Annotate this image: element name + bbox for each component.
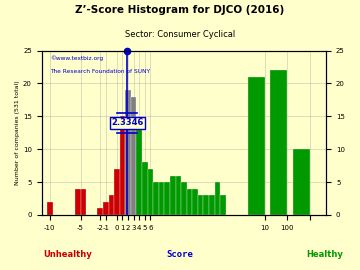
Bar (97, 208, 103, 215)
Text: Healthy: Healthy (306, 250, 343, 259)
Bar (159, 182, 165, 215)
Bar (136, 129, 142, 215)
Bar (187, 189, 192, 215)
Bar (108, 195, 114, 215)
Bar (75, 189, 81, 215)
Bar (148, 169, 153, 215)
Bar (103, 202, 108, 215)
Bar (153, 182, 159, 215)
Text: ©www.textbiz.org: ©www.textbiz.org (50, 55, 103, 61)
Bar (125, 90, 131, 215)
Text: Score: Score (167, 250, 193, 259)
Text: Z’-Score Histogram for DJCO (2016): Z’-Score Histogram for DJCO (2016) (75, 5, 285, 15)
Bar (120, 116, 125, 215)
Text: Unhealthy: Unhealthy (43, 250, 92, 259)
Bar (114, 169, 120, 215)
Bar (165, 182, 170, 215)
Bar (248, 77, 265, 215)
Text: The Research Foundation of SUNY: The Research Foundation of SUNY (50, 69, 150, 74)
Text: 2.3346: 2.3346 (111, 118, 143, 127)
Bar (270, 70, 287, 215)
Bar (131, 97, 136, 215)
Bar (220, 195, 226, 215)
Bar (293, 149, 310, 215)
Text: Sector: Consumer Cyclical: Sector: Consumer Cyclical (125, 30, 235, 39)
Bar (209, 195, 215, 215)
Bar (181, 182, 187, 215)
Y-axis label: Number of companies (531 total): Number of companies (531 total) (15, 80, 20, 185)
Bar (198, 195, 203, 215)
Bar (203, 195, 209, 215)
Bar (170, 176, 176, 215)
Bar (176, 176, 181, 215)
Bar (47, 202, 53, 215)
Bar (215, 182, 220, 215)
Bar (142, 162, 148, 215)
Bar (81, 189, 86, 215)
Bar (192, 189, 198, 215)
